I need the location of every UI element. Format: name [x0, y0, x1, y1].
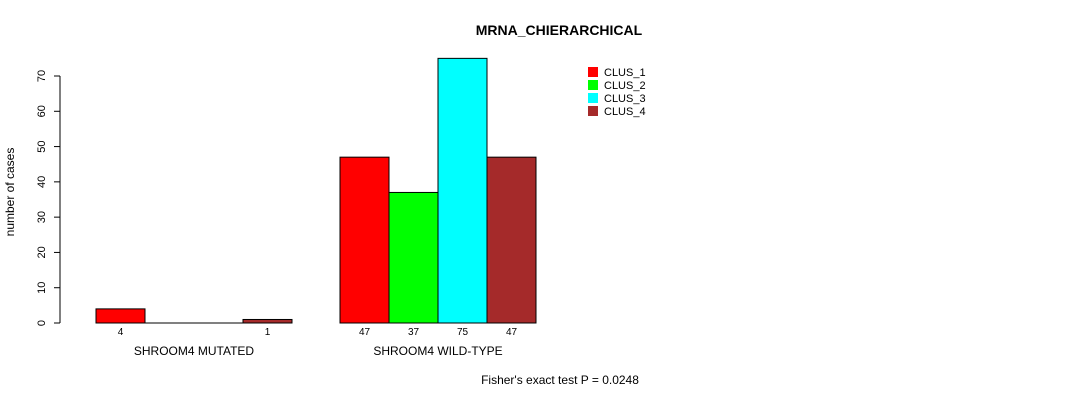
- bar-count-label: 1: [265, 327, 271, 338]
- y-tick-label: 50: [36, 140, 48, 152]
- y-tick-label: 0: [36, 320, 48, 326]
- legend-swatch: [588, 106, 598, 116]
- y-axis: 0 10 20 30 40 50 60 70: [36, 70, 61, 326]
- bar-count-label: 4: [118, 327, 124, 338]
- bar-clus-4: [242, 318, 293, 324]
- category-label: SHROOM4 WILD-TYPE: [373, 344, 502, 358]
- bar-count-label: 47: [506, 327, 518, 338]
- y-tick-label: 60: [36, 105, 48, 117]
- legend-entry-label: CLUS_4: [604, 106, 646, 118]
- legend-swatch: [588, 67, 598, 77]
- category-label: SHROOM4 MUTATED: [134, 344, 255, 358]
- bar-clus-4: [486, 156, 537, 324]
- fisher-test-annotation: Fisher's exact test P = 0.0248: [481, 373, 639, 387]
- bar-count-label: 75: [457, 327, 469, 338]
- legend-swatch: [588, 80, 598, 90]
- chart-title: MRNA_CHIERARCHICAL: [476, 22, 643, 38]
- bar-clus-1: [95, 308, 146, 324]
- legend-entry-label: CLUS_1: [604, 67, 646, 79]
- y-tick-label: 10: [36, 282, 48, 294]
- y-axis-label: number of cases: [3, 148, 17, 237]
- bar-group: 4 1 SHROOM4 MUTATED: [95, 308, 293, 358]
- y-tick-label: 20: [36, 246, 48, 258]
- legend-entry-label: CLUS_3: [604, 93, 646, 105]
- y-tick-label: 30: [36, 211, 48, 223]
- y-tick-label: 40: [36, 176, 48, 188]
- y-tick-label: 70: [36, 70, 48, 82]
- legend-swatch: [588, 93, 598, 103]
- bar-clus-2: [388, 191, 439, 324]
- legend-entry-label: CLUS_2: [604, 80, 646, 92]
- bar-count-label: 47: [359, 327, 371, 338]
- bar-clus-3: [437, 57, 488, 324]
- bar-clus-1: [339, 156, 390, 324]
- bar-count-label: 37: [408, 327, 420, 338]
